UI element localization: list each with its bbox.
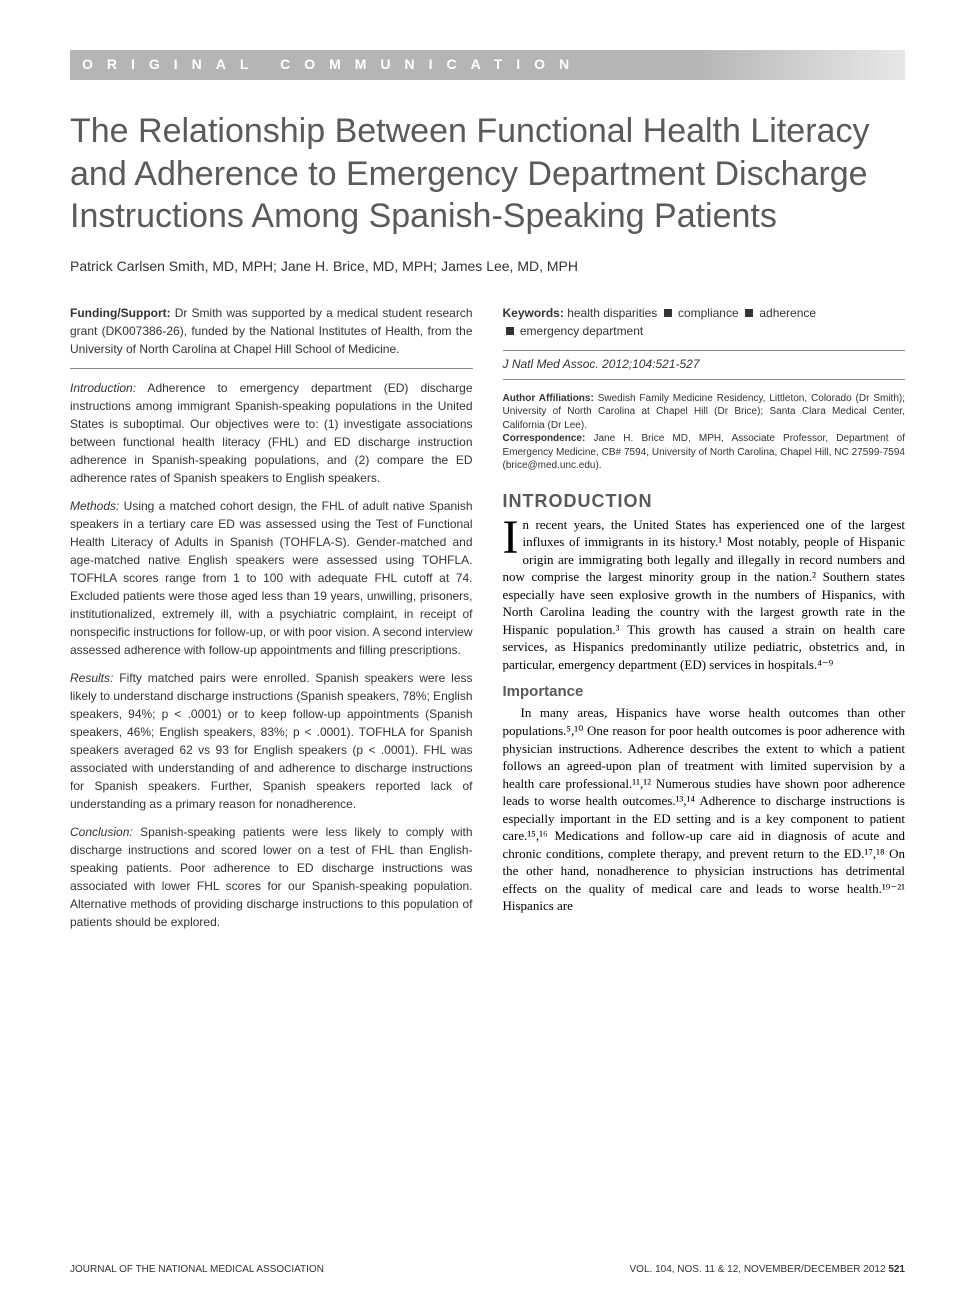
- keyword-item: health disparities: [567, 306, 657, 320]
- footer-issue: VOL. 104, NOS. 11 & 12, NOVEMBER/DECEMBE…: [630, 1264, 886, 1275]
- keywords-label: Keywords:: [503, 306, 564, 320]
- results-label: Results:: [70, 671, 113, 685]
- footer-issue-page: VOL. 104, NOS. 11 & 12, NOVEMBER/DECEMBE…: [630, 1264, 906, 1275]
- two-column-layout: Funding/Support: Dr Smith was supported …: [70, 304, 905, 941]
- importance-paragraph: In many areas, Hispanics have worse heal…: [503, 704, 906, 915]
- methods-label: Methods:: [70, 499, 119, 513]
- footer-journal: JOURNAL OF THE NATIONAL MEDICAL ASSOCIAT…: [70, 1264, 324, 1275]
- correspondence-label: Correspondence:: [503, 433, 586, 444]
- conclusion-label: Conclusion:: [70, 825, 133, 839]
- keywords-block: Keywords: health disparities compliance …: [503, 304, 906, 351]
- abstract-block: Funding/Support: Dr Smith was supported …: [70, 304, 473, 931]
- intro-label: Introduction:: [70, 381, 136, 395]
- author-list: Patrick Carlsen Smith, MD, MPH; Jane H. …: [70, 258, 905, 274]
- abstract-methods: Methods: Using a matched cohort design, …: [70, 497, 473, 659]
- section-header-bar: ORIGINAL COMMUNICATION: [70, 50, 905, 80]
- affiliations-label: Author Affiliations:: [503, 393, 594, 404]
- intro-paragraph-text: n recent years, the United States has ex…: [503, 517, 906, 672]
- right-column: Keywords: health disparities compliance …: [503, 304, 906, 941]
- importance-body: In many areas, Hispanics have worse heal…: [503, 704, 906, 915]
- results-text: Fifty matched pairs were enrolled. Spani…: [70, 671, 473, 811]
- conclusion-text: Spanish-speaking patients were less like…: [70, 825, 473, 929]
- article-title: The Relationship Between Functional Heal…: [70, 110, 905, 238]
- importance-heading: Importance: [503, 683, 906, 700]
- section-header-text: ORIGINAL COMMUNICATION: [82, 56, 583, 72]
- keyword-item: adherence: [759, 306, 816, 320]
- keyword-item: compliance: [678, 306, 739, 320]
- abstract-results: Results: Fifty matched pairs were enroll…: [70, 669, 473, 813]
- affiliations-block: Author Affiliations: Swedish Family Medi…: [503, 392, 906, 473]
- keyword-separator-icon: [745, 309, 753, 317]
- abstract-introduction: Introduction: Adherence to emergency dep…: [70, 379, 473, 487]
- introduction-body: In recent years, the United States has e…: [503, 516, 906, 674]
- left-column: Funding/Support: Dr Smith was supported …: [70, 304, 473, 941]
- page-footer: JOURNAL OF THE NATIONAL MEDICAL ASSOCIAT…: [70, 1264, 905, 1275]
- funding-paragraph: Funding/Support: Dr Smith was supported …: [70, 304, 473, 369]
- abstract-conclusion: Conclusion: Spanish-speaking patients we…: [70, 823, 473, 931]
- intro-paragraph: In recent years, the United States has e…: [503, 516, 906, 674]
- keyword-item: emergency department: [520, 324, 643, 338]
- introduction-heading: INTRODUCTION: [503, 491, 906, 512]
- dropcap-letter: I: [503, 516, 523, 559]
- keyword-separator-icon: [664, 309, 672, 317]
- funding-label: Funding/Support:: [70, 306, 171, 320]
- footer-page-number: 521: [888, 1264, 905, 1275]
- intro-text: Adherence to emergency department (ED) d…: [70, 381, 473, 485]
- citation-line: J Natl Med Assoc. 2012;104:521-527: [503, 357, 906, 380]
- keyword-separator-icon: [506, 327, 514, 335]
- methods-text: Using a matched cohort design, the FHL o…: [70, 499, 473, 657]
